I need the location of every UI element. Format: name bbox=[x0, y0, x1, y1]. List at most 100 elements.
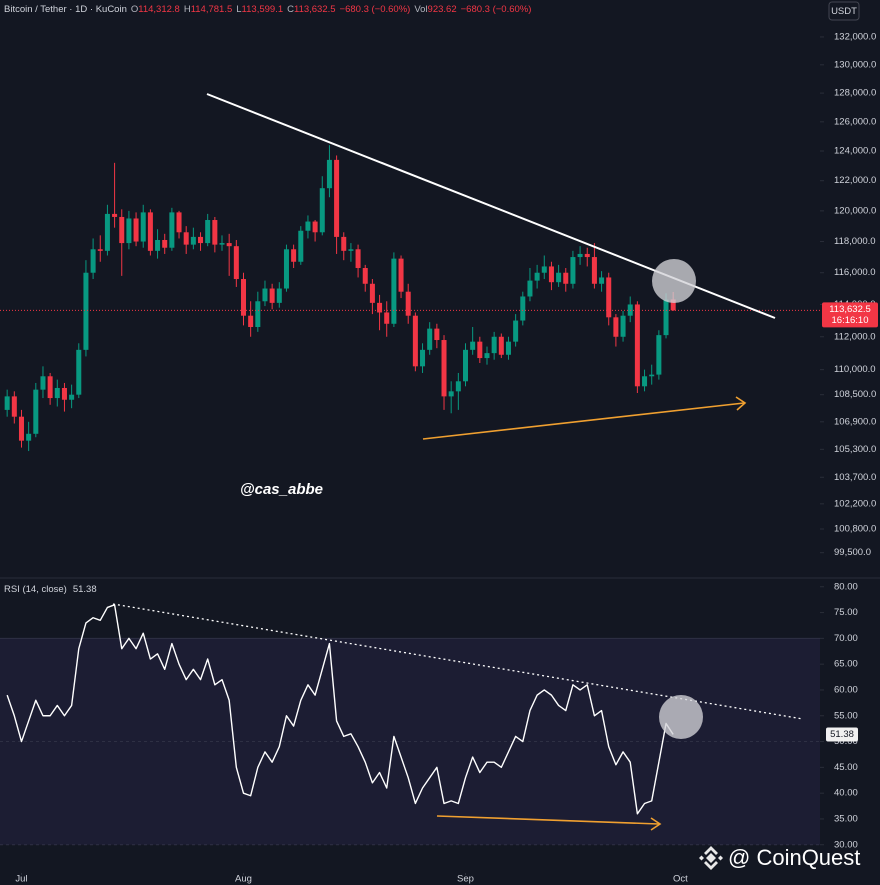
y-tick-label: 102,200.0 bbox=[834, 498, 876, 509]
candle-body bbox=[212, 220, 218, 245]
y-tick-label: 60.00 bbox=[834, 684, 858, 695]
y-tick-label: 50.00 bbox=[834, 736, 858, 747]
candle-body bbox=[527, 280, 533, 297]
price-tag-label: 113,632.5 bbox=[829, 304, 871, 315]
candle-body bbox=[606, 277, 612, 318]
candle-body bbox=[176, 212, 182, 233]
legend-value: 923.62 bbox=[427, 4, 457, 15]
y-tick-label: 110,000.0 bbox=[834, 364, 876, 375]
candle-body bbox=[183, 232, 189, 245]
y-tick-label: 126,000.0 bbox=[834, 116, 876, 127]
logo-part bbox=[699, 855, 704, 861]
candle-body bbox=[634, 304, 640, 387]
highlight-circle bbox=[652, 259, 696, 303]
y-tick-label: 106,900.0 bbox=[834, 416, 876, 427]
y-tick-label: 45.00 bbox=[834, 762, 858, 773]
candle-body bbox=[427, 328, 433, 350]
x-tick-label: Sep bbox=[457, 874, 474, 885]
rsi-title: RSI (14, close) bbox=[4, 584, 67, 595]
candle-body bbox=[477, 341, 483, 359]
candle-body bbox=[577, 253, 583, 258]
y-tick-label: 116,000.0 bbox=[834, 267, 876, 278]
symbol-title: Bitcoin / Tether · 1D · KuCoin bbox=[4, 4, 127, 15]
arrow-head bbox=[650, 817, 662, 831]
candle-body bbox=[276, 288, 282, 303]
axes: 132,000.0 130,000.0 128,000.0 126,000.0 124,… bbox=[15, 31, 878, 885]
candle-body bbox=[505, 341, 511, 355]
annotations bbox=[112, 93, 804, 831]
candle-body bbox=[563, 272, 569, 284]
candle-body bbox=[455, 381, 461, 392]
candle-body bbox=[11, 396, 17, 417]
candle-body bbox=[269, 288, 275, 303]
candle-body bbox=[434, 328, 440, 341]
candle-body bbox=[663, 299, 669, 336]
candle-body bbox=[104, 213, 110, 251]
candle-body bbox=[341, 236, 347, 251]
y-tick-label: 35.00 bbox=[834, 813, 858, 824]
x-tick-label: Oct bbox=[673, 874, 688, 885]
y-tick-label: 112,000.0 bbox=[834, 331, 876, 342]
candle-body bbox=[642, 376, 648, 387]
candle-body bbox=[90, 249, 96, 273]
arrow-head bbox=[735, 396, 747, 411]
candle-body bbox=[47, 376, 53, 399]
y-tick-label: 130,000.0 bbox=[834, 59, 876, 70]
candle-body bbox=[312, 221, 318, 233]
candle-body bbox=[355, 249, 361, 269]
y-tick-label: 124,000.0 bbox=[834, 146, 876, 157]
candle-body bbox=[334, 159, 340, 237]
brand: @ CoinQuest bbox=[728, 845, 860, 870]
candle-body bbox=[498, 336, 504, 355]
rsi-header: RSI (14, close) 51.38 bbox=[4, 584, 97, 595]
x-tick-label: Aug bbox=[235, 874, 252, 885]
legend-item: −680.3 (−0.60%) bbox=[340, 4, 411, 15]
candle-body bbox=[283, 249, 289, 289]
legend-key: L bbox=[236, 4, 242, 15]
rsi-line bbox=[6, 604, 674, 815]
candle-body bbox=[155, 239, 161, 251]
candle-body bbox=[198, 236, 204, 244]
candle-body bbox=[255, 301, 261, 328]
candle-body bbox=[205, 220, 211, 244]
candle-body bbox=[226, 243, 232, 247]
candle-body bbox=[534, 272, 540, 281]
candle-body bbox=[219, 243, 225, 245]
candle-body bbox=[240, 279, 246, 316]
candle-body bbox=[119, 216, 125, 244]
candle-body bbox=[491, 336, 497, 354]
candle-body bbox=[556, 272, 562, 283]
logo-part bbox=[704, 846, 718, 855]
candle-body bbox=[441, 340, 447, 397]
candle-body bbox=[412, 315, 418, 367]
y-tick-label: 99,500.0 bbox=[834, 547, 871, 558]
candle-body bbox=[405, 291, 411, 316]
legend-item: O114,312.8 bbox=[131, 4, 180, 15]
legend-item: Vol923.62 bbox=[414, 4, 456, 15]
logo-part bbox=[718, 855, 723, 861]
currency-label[interactable]: USDT bbox=[831, 6, 857, 17]
candle-body bbox=[591, 257, 597, 284]
y-tick-label: 120,000.0 bbox=[834, 205, 876, 216]
support-arrow bbox=[422, 402, 745, 440]
candle-body bbox=[448, 391, 454, 397]
rsi-tag bbox=[826, 727, 858, 742]
candle-body bbox=[133, 218, 139, 242]
candle-body bbox=[599, 277, 605, 284]
candle-body bbox=[169, 212, 175, 248]
candle-body bbox=[470, 341, 476, 350]
x-tick-label: Jul bbox=[15, 874, 27, 885]
currency-button[interactable] bbox=[828, 1, 860, 21]
rsi-value: 51.38 bbox=[72, 584, 97, 595]
candle-body bbox=[649, 374, 655, 377]
candle-body bbox=[83, 272, 89, 350]
logo-part bbox=[704, 861, 718, 870]
y-tick-label: 132,000.0 bbox=[834, 31, 876, 42]
candle-body bbox=[513, 320, 519, 342]
logo-part bbox=[706, 853, 716, 863]
candle-body bbox=[319, 188, 325, 233]
watermark: @cas_abbe bbox=[240, 481, 323, 498]
candle-body bbox=[69, 394, 75, 400]
legend-key: C bbox=[287, 4, 294, 15]
